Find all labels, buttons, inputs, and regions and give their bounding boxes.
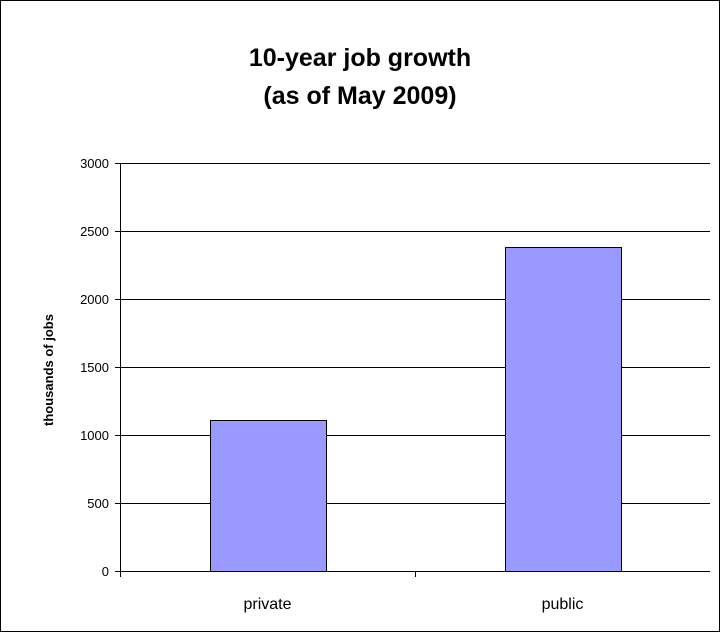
x-category-label: public: [542, 596, 584, 613]
axes: [115, 163, 710, 577]
y-tick-labels: 0 500 1000 1500 2000 2500 3000: [80, 156, 109, 579]
y-tick-label: 0: [102, 564, 109, 579]
y-tick-label: 500: [87, 496, 109, 511]
chart-title-line2: (as of May 2009): [263, 82, 457, 110]
chart-title-line1: 10-year job growth: [248, 44, 472, 72]
y-tick-label: 1500: [80, 360, 109, 375]
y-tick-label: 1000: [80, 428, 109, 443]
bar-private: [210, 420, 327, 572]
y-tick-label: 2000: [80, 292, 109, 307]
y-axis-title: thousands of jobs: [41, 314, 56, 426]
bars: [210, 247, 622, 572]
x-category-label: private: [243, 596, 291, 613]
bar-public: [505, 247, 622, 572]
y-tick-label: 3000: [80, 156, 109, 171]
x-category-labels: private public: [243, 596, 583, 613]
y-tick-label: 2500: [80, 224, 109, 239]
